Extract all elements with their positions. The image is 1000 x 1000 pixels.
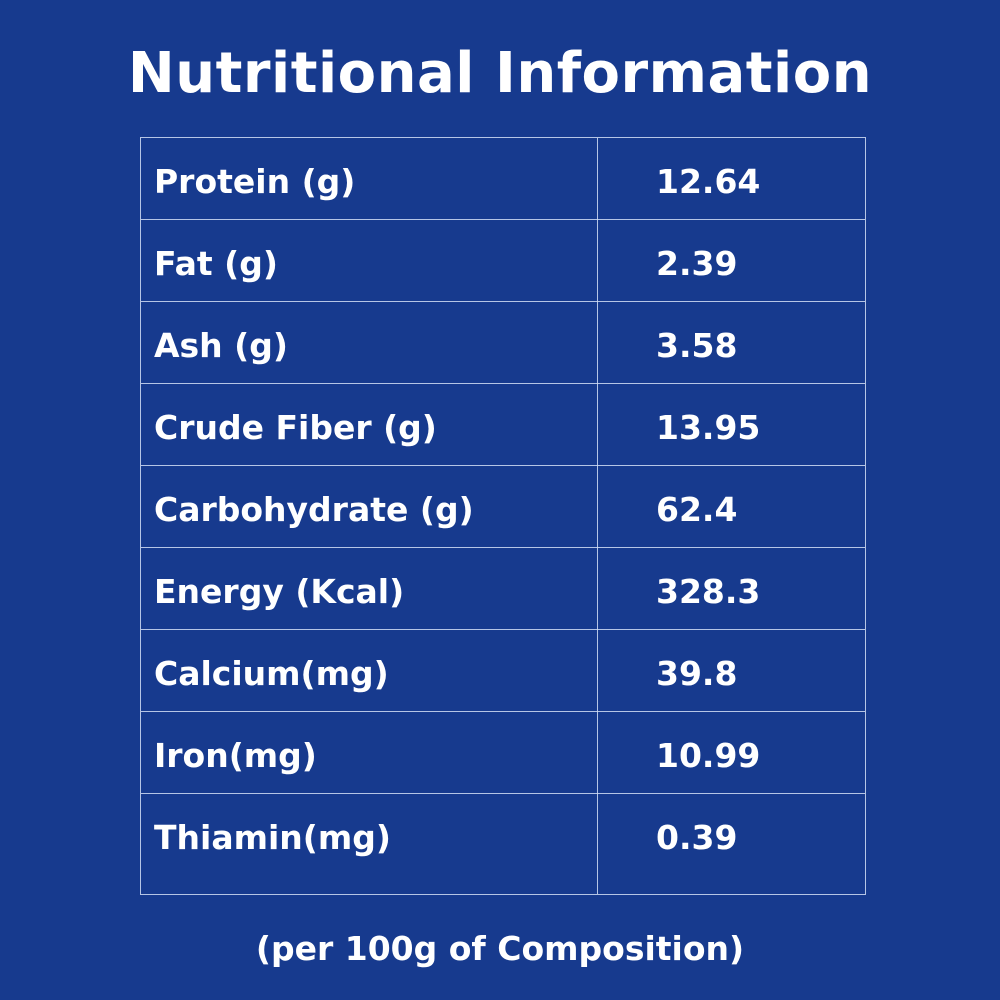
table-row: Energy (Kcal) 328.3 <box>141 548 865 630</box>
nutrient-value: 2.39 <box>656 244 738 283</box>
footnote: (per 100g of Composition) <box>255 929 745 968</box>
table-row: Iron(mg) 10.99 <box>141 712 865 794</box>
nutrient-value: 62.4 <box>656 490 738 529</box>
nutrient-value: 0.39 <box>656 818 738 857</box>
nutrient-label: Calcium(mg) <box>154 654 389 693</box>
column-divider <box>597 138 598 894</box>
nutrient-label: Ash (g) <box>154 326 288 365</box>
nutrient-label: Carbohydrate (g) <box>154 490 474 529</box>
table-row: Protein (g) 12.64 <box>141 138 865 220</box>
nutrient-value: 328.3 <box>656 572 761 611</box>
nutrient-label: Energy (Kcal) <box>154 572 405 611</box>
page-title: Nutritional Information <box>127 41 873 106</box>
nutrient-label: Protein (g) <box>154 162 356 201</box>
nutrient-value: 10.99 <box>656 736 761 775</box>
table-row: Crude Fiber (g) 13.95 <box>141 384 865 466</box>
nutrient-label: Thiamin(mg) <box>154 818 391 857</box>
nutrient-value: 12.64 <box>656 162 761 201</box>
nutrient-label: Iron(mg) <box>154 736 317 775</box>
nutrient-label: Crude Fiber (g) <box>154 408 437 447</box>
nutrient-value: 3.58 <box>656 326 738 365</box>
nutrient-value: 13.95 <box>656 408 761 447</box>
nutrition-table: Protein (g) 12.64 Fat (g) 2.39 Ash (g) 3… <box>140 137 866 895</box>
table-row: Carbohydrate (g) 62.4 <box>141 466 865 548</box>
table-row: Fat (g) 2.39 <box>141 220 865 302</box>
nutrient-value: 39.8 <box>656 654 738 693</box>
table-row: Ash (g) 3.58 <box>141 302 865 384</box>
table-row: Thiamin(mg) 0.39 <box>141 794 865 894</box>
table-row: Calcium(mg) 39.8 <box>141 630 865 712</box>
nutrient-label: Fat (g) <box>154 244 278 283</box>
